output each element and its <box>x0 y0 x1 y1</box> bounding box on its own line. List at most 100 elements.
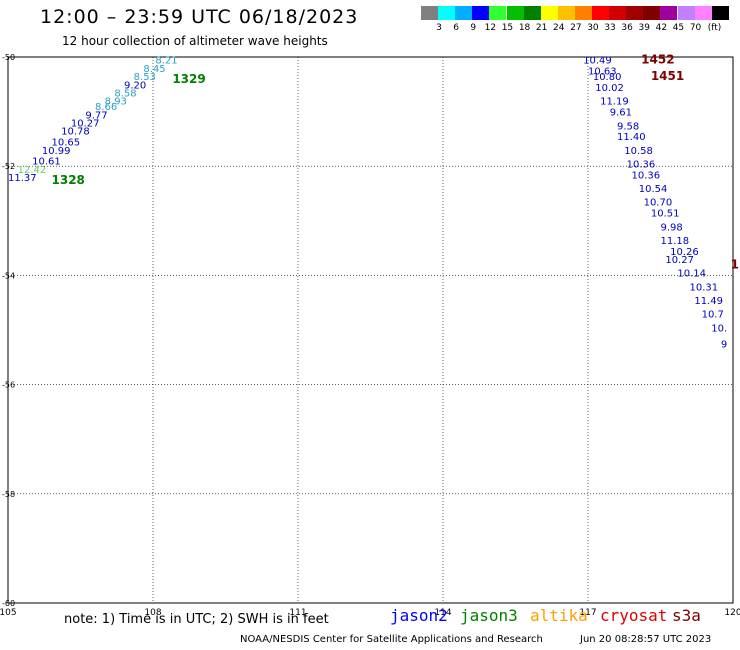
wave-height-label: 1451 <box>651 69 684 83</box>
wave-height-label: 10.02 <box>595 83 624 94</box>
wave-height-label: 1328 <box>52 173 85 187</box>
colorbar-label: 39 <box>638 23 650 33</box>
wave-height-label: 9.20 <box>124 80 146 91</box>
satellite-legend-item: cryosat <box>600 606 668 625</box>
colorbar-swatch <box>523 6 541 20</box>
wave-height-label: 10.14 <box>677 269 706 280</box>
colorbar-swatch <box>592 6 609 20</box>
wave-height-label: 8.21 <box>155 56 177 67</box>
latitude-tick-label: -50 <box>2 53 15 62</box>
colorbar-swatch <box>438 6 456 20</box>
colorbar-swatch <box>455 6 473 20</box>
wave-height-label: 8.45 <box>143 64 165 75</box>
colorbar-swatch <box>489 6 507 20</box>
colorbar-label: 30 <box>587 23 599 33</box>
longitude-tick-label: 105 <box>0 608 17 618</box>
wave-height-label: 10. <box>711 323 727 334</box>
latitude-tick-label: -52 <box>2 162 15 171</box>
wave-height-label: 8.58 <box>114 88 136 99</box>
colorbar-label: 9 <box>470 23 477 33</box>
longitude-tick-label: 117 <box>579 608 596 618</box>
wave-height-label: 10.70 <box>644 198 673 209</box>
wave-height-label: 10.36 <box>632 170 661 181</box>
wave-height-label: 10.31 <box>690 282 719 293</box>
wave-height-label: 10.7 <box>702 310 724 321</box>
wave-height-label: 10.51 <box>651 209 680 220</box>
colorbar-swatch <box>626 6 644 20</box>
satellite-legend-item: s3a <box>672 606 701 625</box>
wave-height-label: 10.61 <box>32 157 61 168</box>
wave-height-label: 1 <box>731 257 739 271</box>
colorbar-label: 45 <box>672 23 685 33</box>
colorbar-swatch <box>472 6 490 20</box>
wave-height-label: 11.40 <box>617 132 646 143</box>
wave-height-label: 11.19 <box>600 97 629 108</box>
wave-height-label: 10.36 <box>627 159 656 170</box>
colorbar-swatch <box>421 6 438 20</box>
longitude-tick-label: 108 <box>144 608 161 618</box>
page-title: 12:00 – 23:59 UTC 06/18/2023 <box>40 6 359 28</box>
colorbar-label: 24 <box>553 23 565 33</box>
colorbar-label: 21 <box>535 23 548 33</box>
footer-note: note: 1) Time is in UTC; 2) SWH is in fe… <box>64 612 329 627</box>
wave-height-label: 10.58 <box>624 146 653 157</box>
wave-height-label: 9 <box>721 340 727 351</box>
wave-height-label: 10.99 <box>42 146 71 157</box>
colorbar-label: 15 <box>501 23 514 33</box>
footer-agency: NOAA/NESDIS Center for Satellite Applica… <box>240 634 543 645</box>
wave-height-label: 10.65 <box>52 138 81 149</box>
wave-height-label: 10.63 <box>588 67 617 78</box>
colorbar-swatch <box>609 6 627 20</box>
wave-height-label: 1329 <box>172 72 205 86</box>
colorbar-label: 36 <box>621 23 633 33</box>
wave-height-label: 10.54 <box>639 184 668 195</box>
wave-height-label: 9.98 <box>661 222 683 233</box>
colorbar-label: 70 <box>689 23 702 33</box>
wave-height-label: 12.42 <box>18 165 47 176</box>
colorbar-swatch <box>711 6 729 20</box>
wave-height-label: 8.93 <box>105 97 127 108</box>
colorbar-swatch <box>677 6 695 20</box>
colorbar-swatch <box>540 6 558 20</box>
wave-height-label: 11.49 <box>694 296 723 307</box>
satellite-legend-item: jason3 <box>460 606 518 625</box>
latitude-tick-label: -60 <box>2 599 15 608</box>
footer-timestamp: Jun 20 08:28:57 UTC 2023 <box>580 634 712 645</box>
colorbar-label: 18 <box>518 23 531 33</box>
wave-height-label: 10.27 <box>71 119 100 130</box>
wave-height-label: 11.18 <box>661 236 690 247</box>
satellite-legend-item: jason2 <box>390 606 448 625</box>
wave-height-label: 10.26 <box>670 247 699 258</box>
wave-height-label: 9.61 <box>610 108 632 119</box>
wave-height-label: 11.37 <box>8 173 37 184</box>
colorbar-label: 33 <box>604 23 616 33</box>
colorbar-swatch <box>694 6 712 20</box>
wave-height-label: 8.53 <box>134 72 156 83</box>
colorbar-unit: (ft) <box>707 23 722 33</box>
colorbar-swatch <box>643 6 661 20</box>
longitude-tick-label: 111 <box>289 608 306 618</box>
colorbar-swatch <box>557 6 575 20</box>
colorbar-swatch <box>506 6 524 20</box>
wave-height-label: 10.80 <box>593 72 622 83</box>
wave-height-label: 9.58 <box>617 121 639 132</box>
latitude-tick-label: -58 <box>2 490 15 499</box>
colorbar-label: 12 <box>484 23 497 33</box>
wave-height-label: 10.78 <box>61 127 90 138</box>
colorbar-label: 3 <box>436 23 442 33</box>
longitude-tick-label: 114 <box>434 608 451 618</box>
wave-height-label: 1452 <box>641 53 674 67</box>
latitude-tick-label: -54 <box>2 271 15 280</box>
colorbar-label: 6 <box>453 23 459 33</box>
colorbar-swatch <box>660 6 678 20</box>
colorbar-swatch <box>574 6 592 20</box>
wave-height-label: 9.77 <box>85 110 107 121</box>
wave-height-label: 10.49 <box>583 56 612 67</box>
longitude-tick-label: 120 <box>724 608 740 618</box>
latitude-tick-label: -56 <box>2 381 15 390</box>
wave-height-label: 10.27 <box>665 255 694 266</box>
wave-height-label: 8.66 <box>95 102 117 113</box>
page-subtitle: 12 hour collection of altimeter wave hei… <box>62 34 328 48</box>
